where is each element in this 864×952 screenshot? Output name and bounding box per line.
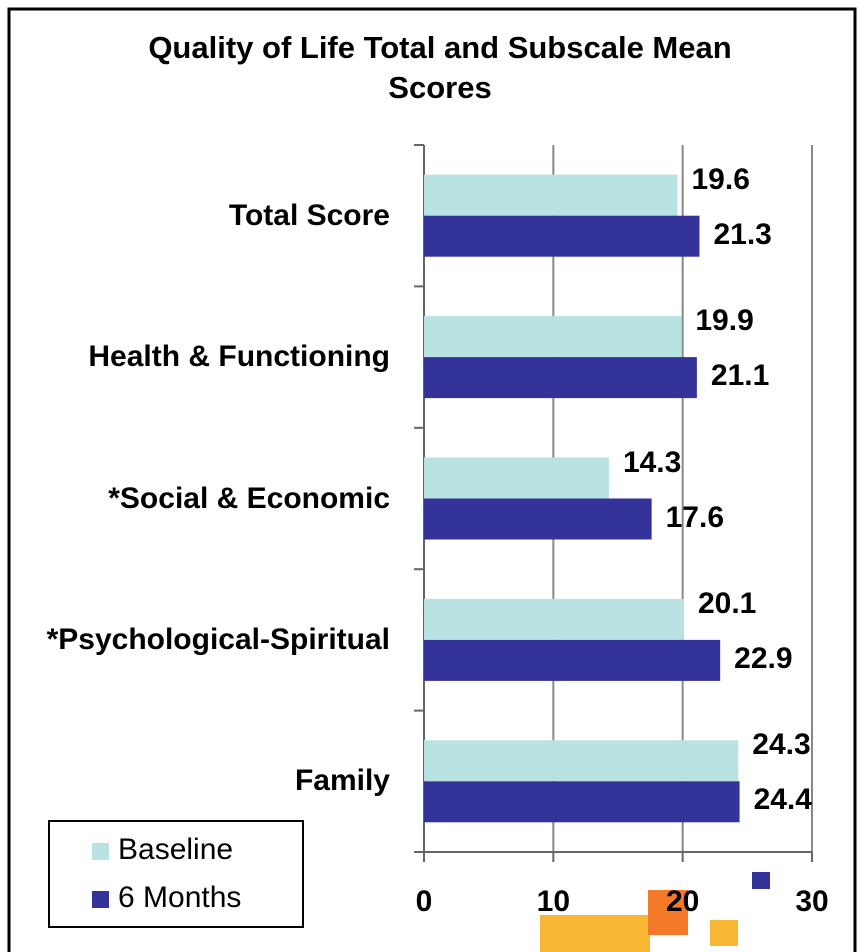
- bar: [424, 457, 609, 499]
- bar: [424, 316, 682, 358]
- data-label: 20.1: [697, 586, 757, 620]
- y-tick-label: Family: [294, 764, 390, 798]
- y-tick-label: *Psychological-Spiritual: [46, 622, 390, 656]
- data-label: 24.4: [753, 783, 812, 817]
- decoration: [540, 915, 650, 952]
- bar: [424, 215, 700, 257]
- data-label: 19.6: [691, 162, 750, 196]
- bar: [424, 357, 697, 399]
- data-label: 21.1: [710, 359, 770, 393]
- chart-title: Quality of Life Total and Subscale Mean …: [148, 30, 732, 105]
- bar: [424, 598, 684, 640]
- legend-label: Baseline: [118, 833, 234, 866]
- bar: [424, 498, 652, 540]
- data-label: 17.6: [665, 500, 725, 534]
- x-tick-label: 10: [536, 885, 571, 918]
- bar: [424, 781, 740, 823]
- data-label: 24.3: [752, 728, 811, 762]
- y-tick-label: Total Score: [228, 198, 390, 232]
- x-tick-label: 0: [415, 885, 433, 918]
- legend-label: 6 Months: [118, 881, 242, 914]
- y-tick-label: Health & Functioning: [88, 340, 390, 374]
- frame: [7, 7, 857, 952]
- x-tick-label: 30: [795, 885, 829, 918]
- data-label: 14.3: [622, 445, 682, 479]
- bar: [424, 174, 678, 216]
- legend: [48, 820, 304, 928]
- x-tick-label: 20: [665, 885, 700, 918]
- bar: [424, 740, 739, 782]
- bar: [424, 639, 721, 681]
- decoration: [752, 872, 770, 889]
- data-label: 19.9: [695, 304, 754, 338]
- y-tick-label: *Social & Economic: [108, 481, 390, 515]
- decoration: [648, 890, 688, 935]
- data-label: 22.9: [734, 641, 793, 675]
- legend-swatch: [92, 891, 109, 908]
- decoration: [710, 920, 738, 946]
- data-label: 21.3: [713, 217, 772, 251]
- legend-swatch: [92, 843, 109, 860]
